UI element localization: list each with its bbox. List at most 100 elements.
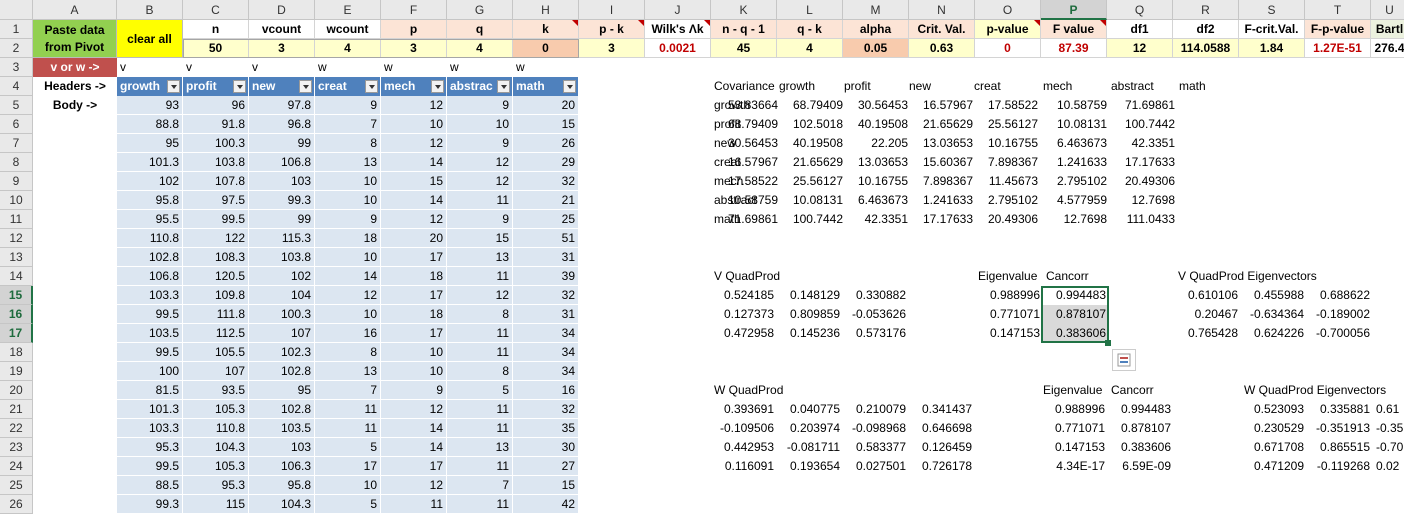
table-cell[interactable]: 100.3 (249, 305, 315, 324)
table-cell[interactable]: 9 (381, 381, 447, 400)
w-quadprod-value[interactable]: 0.027501 (855, 459, 906, 473)
table-cell[interactable]: 103.5 (117, 324, 183, 343)
row-header-3[interactable]: 3 (0, 58, 33, 77)
row-header-8[interactable]: 8 (0, 153, 33, 172)
table-cell[interactable]: 115.3 (249, 229, 315, 248)
paste-data-button[interactable]: Paste data from Pivot (33, 20, 117, 58)
table-cell[interactable]: 103.8 (183, 153, 249, 172)
covariance-value[interactable]: 15.60367 (922, 155, 973, 169)
vw-flag[interactable]: w (450, 60, 459, 74)
w-cancorr-value[interactable]: 0.383606 (1120, 440, 1171, 454)
table-cell[interactable]: 34 (513, 343, 579, 362)
table-cell[interactable]: 102.8 (249, 362, 315, 381)
param-value-9[interactable]: 45 (711, 39, 777, 58)
w-eigenvector-value[interactable]: -0.35 (1376, 421, 1403, 435)
covariance-value[interactable]: 17.58522 (727, 174, 778, 188)
table-cell[interactable]: 13 (315, 153, 381, 172)
w-cancorr-value[interactable]: 6.59E-09 (1122, 459, 1171, 473)
covariance-value[interactable]: 11.45673 (988, 174, 1038, 188)
w-cancorr-value[interactable]: 0.994483 (1120, 402, 1171, 416)
table-cell[interactable]: 110.8 (117, 229, 183, 248)
column-header-i[interactable]: I (579, 0, 645, 20)
table-cell[interactable]: 11 (315, 419, 381, 438)
column-header-p[interactable]: P (1041, 0, 1107, 20)
w-quadprod-value[interactable]: -0.081711 (786, 440, 840, 454)
covariance-value[interactable]: 10.16755 (857, 174, 908, 188)
covariance-value[interactable]: 30.56453 (727, 136, 778, 150)
covariance-value[interactable]: 25.56127 (987, 117, 1038, 131)
v-eigenvalue[interactable]: 0.147153 (989, 326, 1040, 340)
row-header-5[interactable]: 5 (0, 96, 33, 115)
table-cell[interactable]: 17 (381, 286, 447, 305)
covariance-value[interactable]: 6.463673 (1056, 136, 1107, 150)
table-cell[interactable]: 102 (117, 172, 183, 191)
table-header-new[interactable]: new (249, 77, 315, 96)
column-header-f[interactable]: F (381, 0, 447, 20)
table-cell[interactable]: 93.5 (183, 381, 249, 400)
table-cell[interactable]: 99.5 (117, 343, 183, 362)
table-cell[interactable]: 10 (315, 191, 381, 210)
table-cell[interactable]: 17 (381, 457, 447, 476)
v-eigenvalue[interactable]: 0.988996 (989, 288, 1040, 302)
param-value-14[interactable]: 87.39 (1041, 39, 1107, 58)
w-eigenvector-value[interactable]: 0.671708 (1253, 440, 1304, 454)
table-cell[interactable]: 9 (447, 134, 513, 153)
table-cell[interactable]: 8 (315, 134, 381, 153)
covariance-value[interactable]: 10.58759 (1056, 98, 1107, 112)
table-cell[interactable]: 9 (315, 96, 381, 115)
table-header-profit[interactable]: profit (183, 77, 249, 96)
row-header-14[interactable]: 14 (0, 267, 33, 286)
covariance-value[interactable]: 22.205 (871, 136, 908, 150)
v-eigenvector-value[interactable]: 0.455988 (1253, 288, 1304, 302)
table-cell[interactable]: 15 (513, 115, 579, 134)
table-cell[interactable]: 11 (447, 400, 513, 419)
covariance-value[interactable]: 53.83664 (727, 98, 778, 112)
comment-indicator[interactable] (1034, 20, 1040, 26)
row-header-19[interactable]: 19 (0, 362, 33, 381)
table-cell[interactable]: 14 (381, 191, 447, 210)
select-all-corner[interactable] (0, 0, 33, 20)
row-header-10[interactable]: 10 (0, 191, 33, 210)
table-cell[interactable]: 39 (513, 267, 579, 286)
row-header-6[interactable]: 6 (0, 115, 33, 134)
w-eigenvalue[interactable]: 0.771071 (1054, 421, 1105, 435)
filter-dropdown-icon[interactable] (299, 80, 312, 93)
table-cell[interactable]: 11 (381, 495, 447, 514)
table-cell[interactable]: 100 (117, 362, 183, 381)
v-cancorr-value[interactable]: 0.994483 (1043, 286, 1109, 305)
column-header-c[interactable]: C (183, 0, 249, 20)
table-cell[interactable]: 104 (249, 286, 315, 305)
column-header-u[interactable]: U (1371, 0, 1404, 20)
v-eigenvector-value[interactable]: -0.634364 (1249, 307, 1304, 321)
w-cancorr-value[interactable]: 0.878107 (1120, 421, 1171, 435)
row-header-17[interactable]: 17 (0, 324, 33, 343)
column-header-k[interactable]: K (711, 0, 777, 20)
table-cell[interactable]: 14 (315, 267, 381, 286)
w-eigenvalue[interactable]: 0.988996 (1054, 402, 1105, 416)
table-cell[interactable]: 93 (117, 96, 183, 115)
table-cell[interactable]: 32 (513, 286, 579, 305)
table-cell[interactable]: 11 (315, 400, 381, 419)
v-quadprod-value[interactable]: 0.573176 (855, 326, 906, 340)
param-value-13[interactable]: 0 (975, 39, 1041, 58)
v-eigenvector-value[interactable]: -0.189002 (1315, 307, 1370, 321)
w-eigenvector-value[interactable]: 0.335881 (1319, 402, 1370, 416)
covariance-value[interactable]: 100.7442 (792, 212, 843, 226)
covariance-value[interactable]: 25.56127 (792, 174, 843, 188)
table-cell[interactable]: 13 (447, 438, 513, 457)
table-cell[interactable]: 115 (183, 495, 249, 514)
table-cell[interactable]: 20 (381, 229, 447, 248)
table-cell[interactable]: 112.5 (183, 324, 249, 343)
column-header-t[interactable]: T (1305, 0, 1371, 20)
table-cell[interactable]: 12 (381, 134, 447, 153)
vw-flag[interactable]: v (252, 60, 258, 74)
table-cell[interactable]: 104.3 (183, 438, 249, 457)
table-cell[interactable]: 17 (381, 324, 447, 343)
covariance-value[interactable]: 102.5018 (792, 117, 843, 131)
table-cell[interactable]: 21 (513, 191, 579, 210)
table-cell[interactable]: 88.8 (117, 115, 183, 134)
table-cell[interactable]: 106.8 (117, 267, 183, 286)
table-header-creat[interactable]: creat (315, 77, 381, 96)
param-value-19[interactable]: 276.4 (1371, 39, 1404, 58)
table-cell[interactable]: 9 (315, 210, 381, 229)
